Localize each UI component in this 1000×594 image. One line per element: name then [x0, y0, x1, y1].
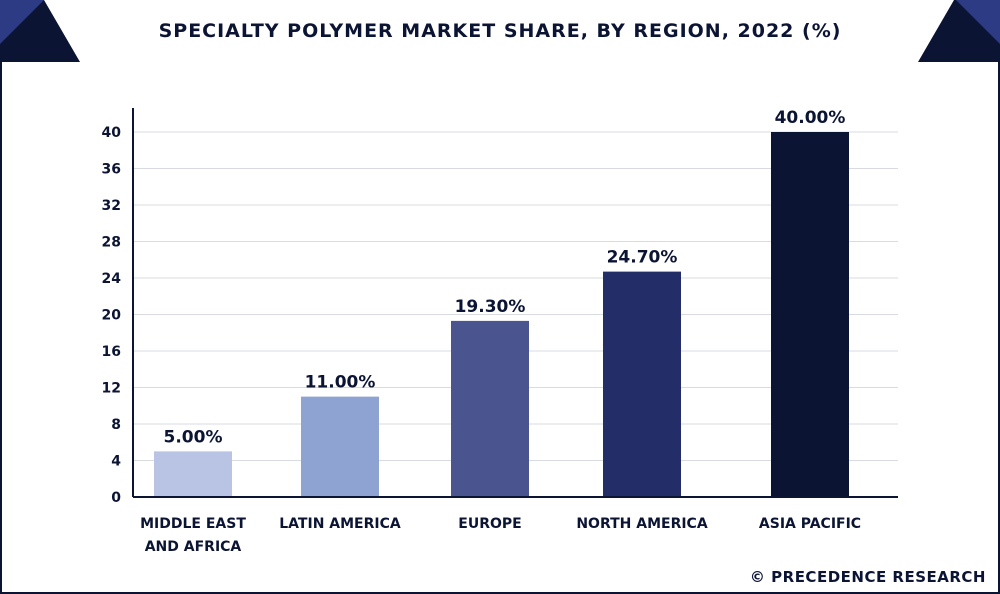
y-tick-label: 0 [111, 490, 121, 506]
x-tick-label: ASIA PACIFIC [759, 516, 861, 532]
bar [301, 396, 379, 497]
header-title-box [44, 0, 954, 62]
bar [603, 271, 681, 497]
bar [771, 132, 849, 497]
y-tick-label: 4 [111, 454, 121, 470]
data-label: 24.70% [607, 248, 678, 268]
x-tick-label: NORTH AMERICA [576, 516, 708, 532]
bar [451, 320, 529, 497]
y-tick-label: 40 [102, 125, 122, 141]
x-tick-label: EUROPE [458, 516, 521, 532]
x-tick-label: AND AFRICA [145, 539, 242, 555]
y-tick-label: 8 [111, 417, 121, 433]
x-tick-label: MIDDLE EAST [140, 516, 246, 532]
data-label: 5.00% [164, 427, 223, 447]
y-tick-label: 32 [102, 198, 121, 214]
data-label: 11.00% [305, 373, 376, 393]
y-tick-label: 28 [102, 235, 121, 251]
y-tick-label: 20 [102, 308, 122, 324]
data-label: 19.30% [455, 297, 526, 317]
data-label: 40.00% [775, 108, 846, 128]
y-tick-label: 36 [102, 162, 121, 178]
y-tick-label: 16 [102, 344, 121, 360]
watermark-label: © PRECEDENCE RESEARCH [749, 568, 986, 586]
y-tick-label: 12 [102, 381, 121, 397]
chart-title: SPECIALTY POLYMER MARKET SHARE, BY REGIO… [158, 20, 842, 42]
y-tick-label: 24 [102, 271, 122, 287]
bar [154, 451, 232, 497]
x-tick-label: LATIN AMERICA [279, 516, 401, 532]
